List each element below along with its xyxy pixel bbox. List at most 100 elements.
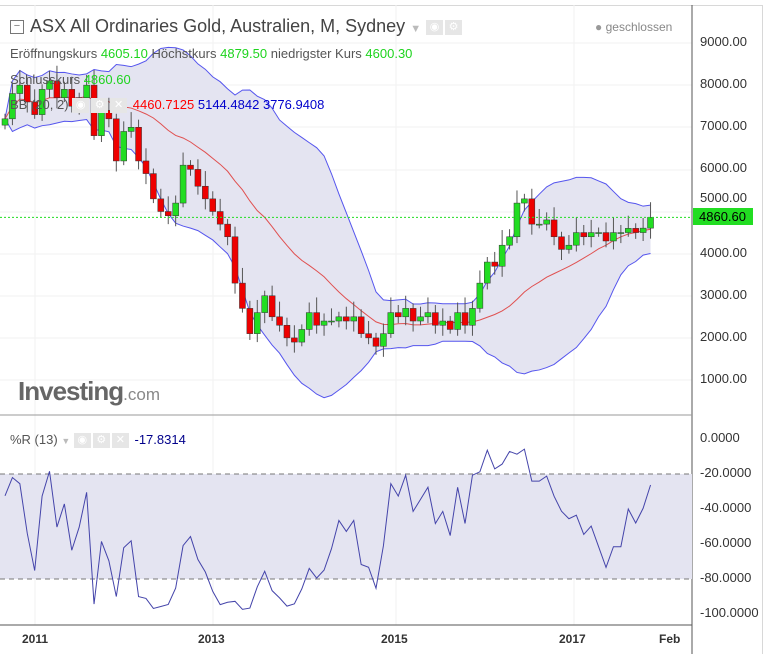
candle-body — [409, 308, 417, 322]
candle-body — [573, 232, 580, 246]
bb-band-fill — [5, 47, 651, 398]
candle-body — [528, 198, 536, 225]
wr-band-fill — [0, 474, 692, 579]
wr-tick-label: -60.0000 — [700, 535, 752, 550]
candle-body — [179, 164, 187, 204]
close-label: Schlusskurs — [10, 72, 81, 87]
candle-body — [135, 127, 142, 162]
candle-body — [491, 261, 498, 267]
gear-icon[interactable]: ⚙ — [92, 433, 110, 449]
candle-body — [283, 324, 291, 339]
candle-body — [498, 244, 506, 267]
candle-body — [276, 316, 283, 326]
time-tick-label: 2013 — [198, 632, 225, 646]
candle-body — [224, 223, 231, 238]
candle-body — [395, 312, 402, 318]
candle-body — [506, 236, 513, 246]
candle-body — [261, 295, 268, 313]
candle-body — [469, 308, 476, 326]
open-value: 4605.10 — [100, 46, 148, 61]
candle-body — [461, 312, 469, 326]
dropdown-icon[interactable]: ▼ — [410, 23, 422, 35]
candle-body — [320, 320, 328, 326]
time-tick-label: 2015 — [381, 632, 408, 646]
price-tick-label: 2000.00 — [700, 328, 747, 344]
price-tick-label: 3000.00 — [700, 286, 747, 302]
gear-icon[interactable]: ⚙ — [91, 98, 109, 114]
symbol-title[interactable]: ASX All Ordinaries Gold, Australien, M, … — [30, 16, 406, 36]
candle-body — [647, 217, 654, 229]
candle-body — [372, 337, 380, 347]
wr-tick-label: -80.0000 — [700, 570, 752, 585]
candle-body — [595, 232, 602, 234]
candle-body — [424, 312, 432, 318]
candle-body — [417, 316, 424, 322]
candle-body — [343, 316, 350, 322]
low-label: niedrigster Kurs — [270, 46, 362, 61]
eye-icon[interactable]: ◉ — [426, 19, 444, 35]
candle-body — [639, 227, 647, 233]
candle-body — [268, 295, 276, 318]
candle-body — [380, 333, 387, 347]
candle-body — [313, 312, 320, 326]
candle-body — [587, 232, 595, 238]
time-tick-label: Feb — [659, 632, 681, 646]
eye-icon[interactable]: ◉ — [72, 98, 90, 114]
candle-body — [439, 320, 447, 326]
price-tick-label: 5000.00 — [700, 190, 747, 206]
high-value: 4879.50 — [220, 46, 268, 61]
candle-body — [172, 202, 179, 216]
close-value: 4860.60 — [83, 72, 131, 87]
time-tick-label: 2017 — [559, 632, 586, 646]
collapse-icon[interactable]: − — [10, 20, 24, 35]
wr-tick-label: -100.0000 — [700, 605, 759, 620]
candle-body — [38, 89, 46, 115]
ohlc-line: Eröffnungskurs 4605.10 Höchstkurs 4879.5… — [10, 46, 412, 61]
wr-tick-label: -40.0000 — [700, 500, 752, 515]
candle-body — [602, 232, 610, 242]
candle-body — [625, 228, 632, 233]
chart-title: − ASX All Ordinaries Gold, Australien, M… — [10, 16, 464, 37]
candle-body — [454, 312, 461, 330]
price-tick-label: 6000.00 — [700, 160, 747, 176]
candle-body — [24, 84, 31, 103]
gear-icon[interactable]: ⚙ — [445, 19, 463, 35]
wr-tick-label: 0.0000 — [700, 430, 740, 445]
bb-lower-line — [4, 118, 651, 399]
wr-legend: %R (13) ▼ ◉ ⚙ ✕ -17.8314 — [10, 432, 186, 449]
candle-body — [16, 84, 24, 94]
wr-label: %R (13) — [10, 432, 58, 447]
close-icon[interactable]: ✕ — [111, 433, 129, 449]
bb-legend: BB (20, 2) ◉ ⚙ ✕ 4460.7125 5144.4842 3776.… — [10, 97, 325, 114]
candle-body — [120, 131, 127, 162]
close-icon[interactable]: ✕ — [110, 98, 128, 114]
wr-line — [4, 448, 652, 610]
wr-tick-label: -20.0000 — [700, 465, 752, 480]
wr-value: -17.8314 — [134, 432, 186, 447]
eye-icon[interactable]: ◉ — [73, 433, 91, 449]
candle-body — [202, 185, 209, 200]
price-tick-label: 9000.00 — [700, 34, 747, 49]
candle-body — [68, 89, 76, 107]
candle-body — [402, 308, 409, 318]
bb-upper-line — [4, 46, 651, 305]
candle-body — [46, 80, 53, 90]
candle-body — [209, 198, 217, 212]
bb-lower-value: 3776.9408 — [262, 97, 325, 112]
candle-body — [246, 308, 254, 334]
price-tick-label: 7000.00 — [700, 118, 747, 134]
candle-body — [350, 316, 357, 322]
time-tick-label: 2011 — [22, 632, 49, 646]
candle-body — [580, 232, 588, 238]
candle-body — [565, 244, 573, 250]
dropdown-icon[interactable]: ▼ — [61, 436, 71, 446]
candle-body — [105, 110, 113, 120]
price-tick-label: 8000.00 — [700, 76, 747, 92]
candle-body — [231, 236, 239, 284]
candle-body — [365, 333, 372, 339]
candle-body — [164, 211, 172, 216]
chart-frame — [0, 5, 763, 654]
candle-body — [617, 232, 625, 234]
